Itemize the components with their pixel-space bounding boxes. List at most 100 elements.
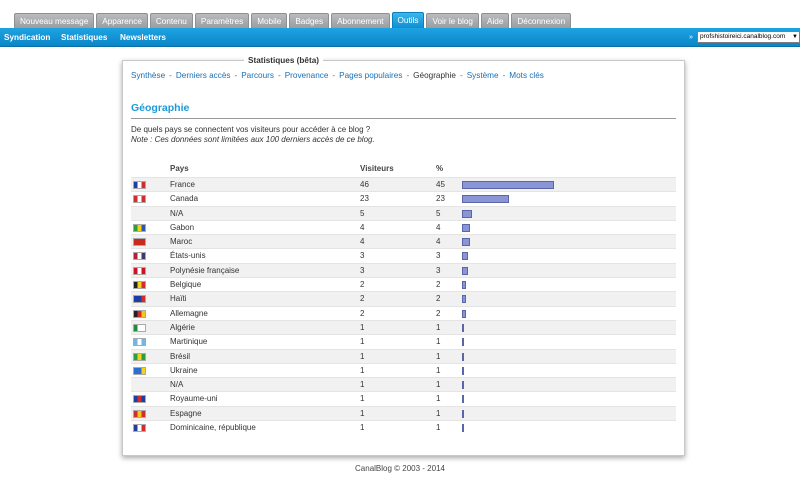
visitors-cell: 2 xyxy=(360,294,365,304)
tab-deconnexion[interactable]: Déconnexion xyxy=(511,13,572,28)
visitors-cell: 1 xyxy=(360,322,365,332)
country-cell: Gabon xyxy=(170,222,195,232)
flag-french-polynesia-icon xyxy=(133,266,146,275)
stat-nav-provenance[interactable]: Provenance xyxy=(284,71,329,80)
flag-algeria-icon xyxy=(133,323,146,332)
country-cell: Haïti xyxy=(170,294,187,304)
header-country: Pays xyxy=(170,164,189,173)
footer: CanalBlog © 2003 - 2014 xyxy=(355,464,445,473)
stat-nav-derniers-acces[interactable]: Derniers accès xyxy=(175,71,231,80)
percent-cell: 1 xyxy=(436,322,441,332)
percent-bar xyxy=(462,352,464,361)
tab-abonnement[interactable]: Abonnement xyxy=(331,13,390,28)
table-row: Maroc 4 4 xyxy=(131,234,676,249)
visitors-cell: 3 xyxy=(360,265,365,275)
table-row: Canada 23 23 xyxy=(131,191,676,205)
tab-parametres[interactable]: Paramètres xyxy=(194,13,250,28)
tab-contenu[interactable]: Contenu xyxy=(149,13,193,28)
visitors-cell: 1 xyxy=(360,365,365,375)
country-cell: Polynésie française xyxy=(170,265,240,275)
double-chevron-icon: » xyxy=(689,34,693,41)
percent-bar xyxy=(462,338,464,347)
table-row: Haïti 2 2 xyxy=(131,291,676,306)
visitors-cell: 4 xyxy=(360,222,365,232)
stat-nav-synthese[interactable]: Synthèse xyxy=(131,71,166,80)
nav-separator: - xyxy=(169,71,172,80)
visitors-cell: 1 xyxy=(360,337,365,347)
stat-nav-systeme[interactable]: Système xyxy=(466,71,499,80)
flag-france-icon xyxy=(133,181,146,189)
visitors-cell: 23 xyxy=(360,194,369,204)
percent-cell: 1 xyxy=(436,423,441,433)
tab-voir-le-blog[interactable]: Voir le blog xyxy=(426,13,479,28)
table-row: Ukraine 1 1 xyxy=(131,362,676,377)
percent-cell: 2 xyxy=(436,308,441,318)
table-row: N/A 1 1 xyxy=(131,377,676,392)
country-cell: Algérie xyxy=(170,322,195,332)
subnav-statistiques[interactable]: Statistiques xyxy=(61,33,108,42)
percent-cell: 2 xyxy=(436,294,441,304)
country-cell: Martinique xyxy=(170,337,208,347)
country-cell: Canada xyxy=(170,194,199,204)
country-cell: France xyxy=(170,180,195,189)
tab-outils[interactable]: Outils xyxy=(391,12,425,28)
percent-bar xyxy=(462,252,468,261)
flag-spain-icon xyxy=(133,409,146,418)
percent-bar xyxy=(462,395,464,404)
flag-belgium-icon xyxy=(133,281,146,290)
percent-cell: 1 xyxy=(436,380,441,390)
country-cell: Royaume-uni xyxy=(170,394,218,404)
header-visitors: Visiteurs xyxy=(360,164,394,173)
section-title: Géographie xyxy=(131,102,190,114)
percent-bar xyxy=(462,309,466,318)
percent-cell: 2 xyxy=(436,280,441,290)
percent-cell: 1 xyxy=(436,394,441,404)
main-tabs: Nouveau message Apparence Contenu Paramètre… xyxy=(14,12,572,28)
percent-cell: 5 xyxy=(436,208,441,218)
chevron-down-icon: ▼ xyxy=(792,34,798,40)
subnav-newsletters[interactable]: Newsletters xyxy=(120,33,166,42)
top-tab-bar: Nouveau message Apparence Contenu Paramètre… xyxy=(0,0,800,28)
table-row: Gabon 4 4 xyxy=(131,219,676,234)
blog-selector[interactable]: profshistoireici.canalblog.com ▼ xyxy=(697,31,800,43)
table-row: Allemagne 2 2 xyxy=(131,305,676,320)
country-cell: Brésil xyxy=(170,351,191,361)
table-row: Dominicaine, république 1 1 xyxy=(131,420,676,434)
statistics-nav: Synthèse - Derniers accès - Parcours - Provena… xyxy=(131,71,544,80)
table-header: Pays Visiteurs % xyxy=(131,163,676,177)
section-note: Note : Ces données sont limitées aux 100… xyxy=(131,135,375,144)
flag-dominican-republic-icon xyxy=(133,424,146,433)
stat-nav-mots-cles[interactable]: Mots clés xyxy=(509,71,544,80)
header-percent: % xyxy=(436,164,444,173)
visitors-cell: 1 xyxy=(360,380,365,390)
percent-bar xyxy=(462,223,470,232)
country-cell: Maroc xyxy=(170,237,193,247)
table-row: Martinique 1 1 xyxy=(131,334,676,348)
country-cell: Allemagne xyxy=(170,308,208,318)
table-row: France 46 45 xyxy=(131,177,676,192)
flag-canada-icon xyxy=(133,195,146,204)
country-cell: Dominicaine, république xyxy=(170,423,256,433)
visitors-cell: 3 xyxy=(360,251,365,261)
tab-mobile[interactable]: Mobile xyxy=(251,13,288,28)
percent-bar xyxy=(462,323,464,332)
percent-bar xyxy=(462,409,464,418)
visitors-cell: 5 xyxy=(360,208,365,218)
stat-nav-parcours[interactable]: Parcours xyxy=(241,71,274,80)
table-row: Royaume-uni 1 1 xyxy=(131,391,676,405)
sub-navigation: Syndication Statistiques Newsletters » xyxy=(0,28,800,47)
table-body: France 46 45 Canada 23 23 N/A 5 5 Gabon 4 4 Maroc 4 4 É… xyxy=(131,177,676,434)
tab-apparence[interactable]: Apparence xyxy=(96,13,148,28)
country-cell: Belgique xyxy=(170,280,202,290)
country-cell: Espagne xyxy=(170,408,202,418)
tab-aide[interactable]: Aide xyxy=(480,13,510,28)
country-cell: N/A xyxy=(170,380,184,390)
geography-table: Pays Visiteurs % France 46 45 Canada 23 23 N/A… xyxy=(131,163,676,434)
percent-cell: 1 xyxy=(436,337,441,347)
stat-nav-pages-populaires[interactable]: Pages populaires xyxy=(339,71,403,80)
nav-separator: - xyxy=(234,71,238,80)
subnav-syndication[interactable]: Syndication xyxy=(4,33,51,42)
tab-badges[interactable]: Badges xyxy=(289,13,330,28)
nav-separator: - xyxy=(502,71,506,80)
tab-nouveau-message[interactable]: Nouveau message xyxy=(14,13,95,28)
